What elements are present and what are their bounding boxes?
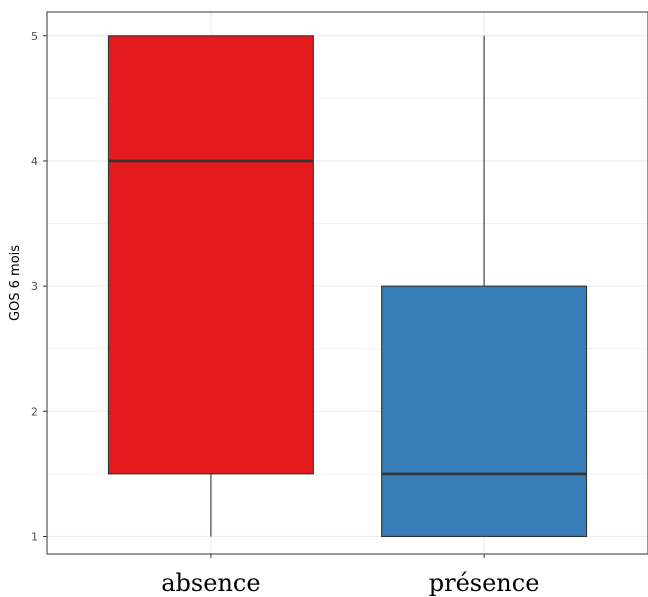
- x-tick-label: présence: [429, 569, 540, 597]
- y-axis-label: GOS 6 mois: [8, 245, 23, 321]
- plot-border: [46, 11, 648, 555]
- x-tick-label: absence: [161, 569, 260, 597]
- y-tick-label: 4: [31, 155, 38, 168]
- y-tick-label: 2: [31, 405, 38, 418]
- box-rect: [107, 35, 314, 475]
- box-layer: [107, 35, 588, 538]
- y-axis: 1 2 3 4 5: [31, 30, 47, 543]
- x-axis: absence présence: [161, 554, 539, 597]
- box-0: [107, 35, 314, 537]
- y-tick-label: 1: [31, 530, 38, 543]
- box-1: [381, 35, 588, 538]
- y-tick-label: 3: [31, 280, 38, 293]
- y-tick-label: 5: [31, 30, 38, 43]
- box-rect: [381, 285, 588, 538]
